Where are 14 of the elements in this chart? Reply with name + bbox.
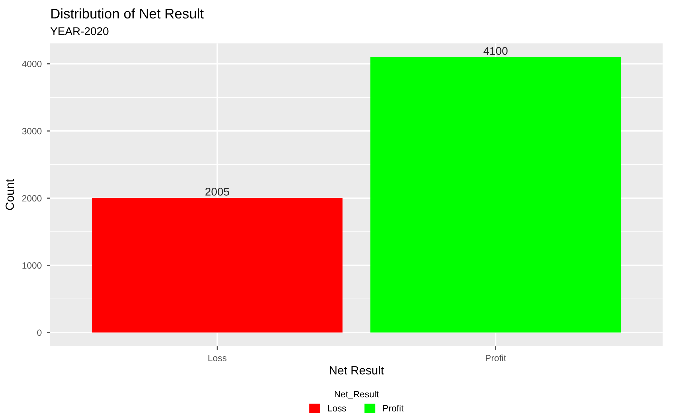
y-tick-label: 3000 bbox=[22, 128, 42, 135]
y-axis-title: Count bbox=[6, 179, 14, 210]
y-tick-label: 0 bbox=[37, 330, 42, 336]
legend-label: Loss bbox=[328, 405, 346, 412]
y-tick-label: 1000 bbox=[22, 262, 42, 269]
legend-label: Profit bbox=[384, 405, 404, 412]
data-label: 2005 bbox=[206, 188, 230, 196]
chart-subtitle: YEAR-2020 bbox=[50, 28, 109, 36]
x-axis-title: Net Result bbox=[330, 366, 384, 375]
chart-title: Distribution of Net Result bbox=[52, 8, 204, 19]
legend-title: Net_Result bbox=[335, 391, 379, 400]
y-tick-label: 4000 bbox=[22, 61, 42, 68]
y-tick-label: 2000 bbox=[22, 195, 42, 202]
data-label: 4100 bbox=[484, 47, 508, 56]
